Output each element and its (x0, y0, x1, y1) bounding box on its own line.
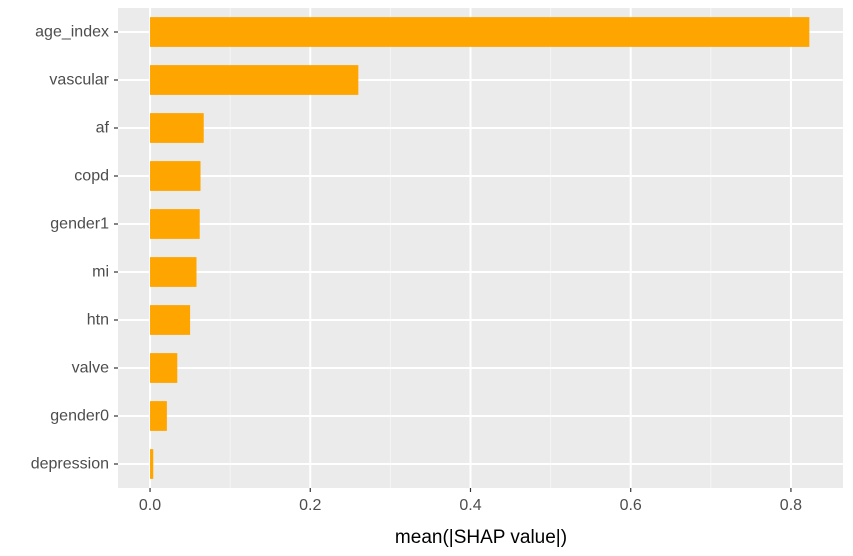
x-axis-title: mean(|SHAP value|) (395, 527, 567, 548)
y-tick-label: htn (87, 312, 109, 329)
y-tick-label: vascular (49, 72, 109, 89)
y-tick-label: age_index (35, 24, 109, 41)
y-tick-label: copd (74, 168, 109, 185)
bar-htn (150, 305, 191, 335)
bar-gender0 (150, 401, 167, 431)
bar-depression (150, 449, 154, 479)
bar-af (150, 113, 204, 143)
y-tick-label: valve (72, 360, 109, 377)
bar-valve (150, 353, 178, 383)
y-tick-label: gender0 (50, 408, 109, 425)
bar-gender1 (150, 209, 200, 239)
x-axis: 0.0 0.2 0.4 0.6 0.8 (139, 488, 802, 514)
bar-vascular (150, 65, 359, 95)
bar-age-index (150, 17, 810, 47)
bar-mi (150, 257, 197, 287)
x-tick-label: 0.0 (139, 497, 161, 514)
bars (150, 17, 810, 479)
x-tick-label: 0.6 (620, 497, 642, 514)
y-axis: age_index vascular af copd gender1 mi htn valve… (31, 24, 118, 473)
bar-copd (150, 161, 201, 191)
y-tick-label: af (96, 120, 110, 137)
y-tick-label: mi (92, 264, 109, 281)
y-tick-label: depression (31, 456, 109, 473)
x-tick-label: 0.8 (780, 497, 802, 514)
x-tick-label: 0.4 (459, 497, 481, 514)
y-tick-label: gender1 (50, 216, 109, 233)
x-tick-label: 0.2 (299, 497, 321, 514)
